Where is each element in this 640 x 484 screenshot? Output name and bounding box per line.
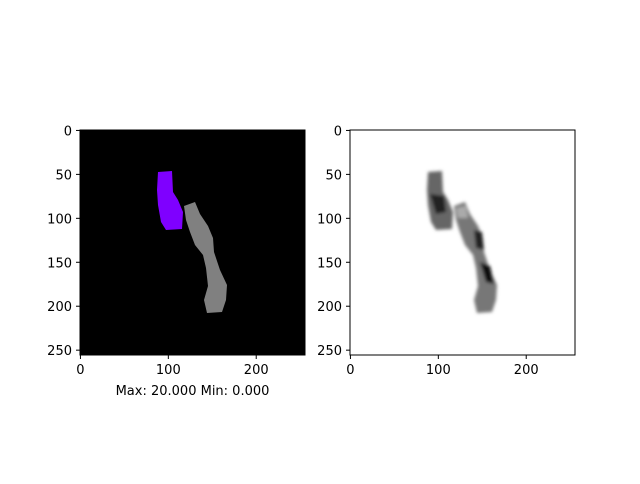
y-tick-label: 0 — [64, 124, 72, 139]
y-tick-label: 150 — [317, 256, 342, 271]
gray-region — [184, 202, 227, 313]
y-tick-label: 0 — [334, 124, 342, 139]
y-tick-label: 200 — [47, 300, 72, 315]
x-tick-label: 200 — [514, 363, 539, 378]
y-tick-label: 150 — [47, 256, 72, 271]
y-tick-label: 200 — [317, 300, 342, 315]
y-tick-label: 250 — [47, 344, 72, 359]
axes-frame — [79, 129, 306, 356]
y-tick-label: 50 — [55, 168, 72, 183]
y-tick-label: 100 — [47, 212, 72, 227]
y-tick-label: 50 — [325, 168, 342, 183]
x-tick-label: 100 — [156, 363, 181, 378]
y-tick-label: 250 — [317, 344, 342, 359]
x-axis-label: Max: 20.000 Min: 0.000 — [116, 384, 270, 399]
x-tick-label: 200 — [244, 363, 269, 378]
x-tick-label: 100 — [426, 363, 451, 378]
y-tick-label: 100 — [317, 212, 342, 227]
image-background — [350, 130, 575, 355]
image-background — [80, 130, 305, 355]
purple-region — [157, 171, 183, 230]
x-tick-label: 0 — [346, 363, 354, 378]
x-tick-label: 0 — [76, 363, 84, 378]
axes-frame — [349, 129, 576, 356]
grayscale-region — [427, 171, 497, 313]
